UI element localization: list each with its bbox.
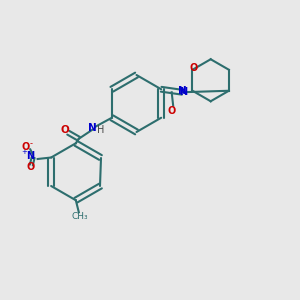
Text: N: N bbox=[26, 151, 34, 161]
Text: CH₃: CH₃ bbox=[71, 212, 88, 221]
Text: -: - bbox=[29, 140, 32, 148]
Text: N: N bbox=[180, 87, 188, 97]
Text: H: H bbox=[97, 125, 104, 135]
Text: O: O bbox=[26, 161, 34, 172]
Text: O: O bbox=[60, 125, 69, 135]
Text: N: N bbox=[178, 86, 187, 96]
Text: O: O bbox=[22, 142, 30, 152]
Text: +: + bbox=[21, 148, 27, 154]
Text: O: O bbox=[168, 106, 176, 116]
Text: N: N bbox=[88, 123, 97, 133]
Text: O: O bbox=[190, 63, 198, 73]
